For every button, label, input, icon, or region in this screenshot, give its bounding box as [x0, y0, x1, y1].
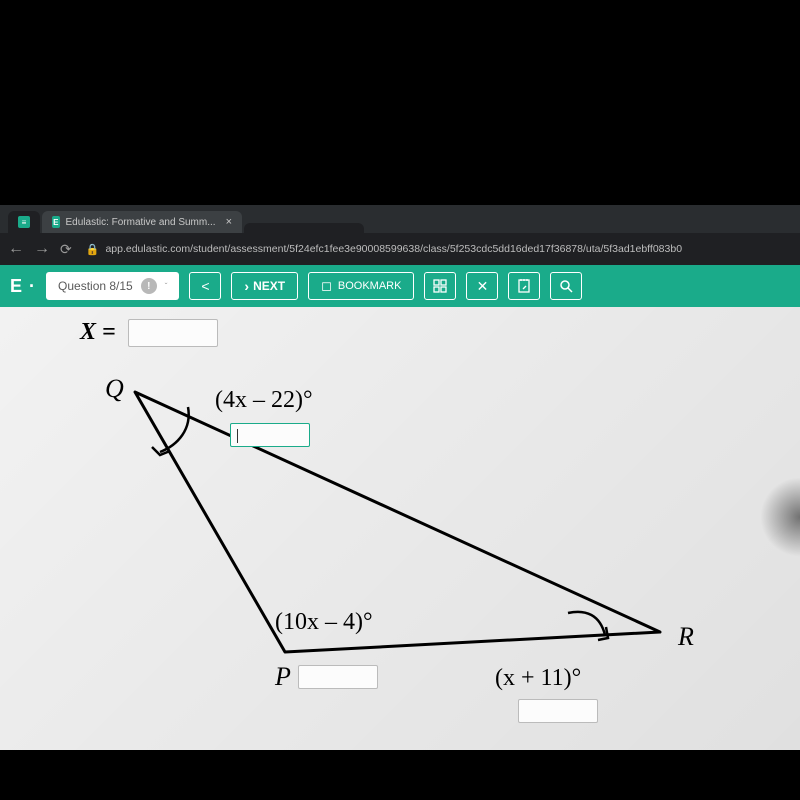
browser-nav-bar: ← → ⟳ 🔒 app.edulastic.com/student/assess… [0, 233, 800, 265]
angle-label-R: (x + 11)° [495, 665, 581, 691]
close-icon[interactable]: × [226, 216, 232, 228]
browser-chrome: ≡ E Edulastic: Formative and Summ... × ←… [0, 205, 800, 750]
url-bar[interactable]: 🔒 app.edulastic.com/student/assessment/5… [82, 243, 792, 256]
x-answer-input[interactable] [128, 319, 218, 347]
notes-icon [517, 279, 531, 293]
next-button[interactable]: › NEXT [231, 272, 298, 300]
notes-button[interactable] [508, 272, 540, 300]
next-label: NEXT [253, 279, 285, 293]
angle-input-Q[interactable] [230, 423, 310, 447]
question-content: X = QPR (4x – 22)°(10x – 4)°(x [0, 307, 800, 750]
chevron-down-icon: ˇ [165, 282, 168, 291]
tab-title: Edulastic: Formative and Summ... [66, 217, 216, 228]
vertex-label-R: R [677, 622, 694, 651]
question-indicator[interactable]: Question 8/15 ! ˇ [46, 272, 179, 300]
forward-button[interactable]: → [34, 240, 50, 258]
back-button[interactable]: ← [8, 240, 24, 258]
favicon-icon: E [52, 216, 60, 228]
grid-icon [433, 279, 447, 293]
bookmark-icon: ◻ [321, 278, 332, 294]
favicon-icon: ≡ [18, 216, 30, 228]
search-icon [559, 279, 573, 293]
prev-button[interactable]: < [189, 272, 221, 300]
angle-input-R[interactable] [518, 699, 598, 723]
search-button[interactable] [550, 272, 582, 300]
tab-strip: ≡ E Edulastic: Formative and Summ... × [0, 205, 800, 233]
tab-blank[interactable] [244, 223, 364, 233]
tab-edulastic[interactable]: E Edulastic: Formative and Summ... × [42, 211, 242, 233]
question-label: Question 8/15 [58, 279, 133, 293]
close-tool-button[interactable]: ✕ [466, 272, 498, 300]
alert-icon: ! [141, 278, 157, 294]
letterbox-top [0, 0, 800, 205]
angle-label-P: (10x – 4)° [275, 609, 373, 635]
equation-lhs: X = [80, 319, 116, 345]
letterbox-bottom [0, 750, 800, 800]
angle-label-Q: (4x – 22)° [215, 387, 313, 413]
reload-button[interactable]: ⟳ [60, 241, 72, 258]
app-toolbar: E · Question 8/15 ! ˇ < › NEXT ◻ BOOKMAR… [0, 265, 800, 307]
bookmark-label: BOOKMARK [338, 280, 402, 292]
lock-icon: 🔒 [86, 243, 100, 256]
app-logo: E · [10, 276, 36, 297]
bookmark-button[interactable]: ◻ BOOKMARK [308, 272, 414, 300]
angle-input-P[interactable] [298, 665, 378, 689]
grid-button[interactable] [424, 272, 456, 300]
equation-prompt: X = [80, 319, 218, 347]
triangle-diagram: Q P R (4x – 22)° (10x – 4)° (x + 11)° [60, 367, 720, 727]
url-text: app.edulastic.com/student/assessment/5f2… [105, 243, 682, 255]
vertex-label-Q: Q [105, 374, 124, 403]
tab-other[interactable]: ≡ [8, 211, 40, 233]
vertex-label-P: P [274, 662, 291, 691]
